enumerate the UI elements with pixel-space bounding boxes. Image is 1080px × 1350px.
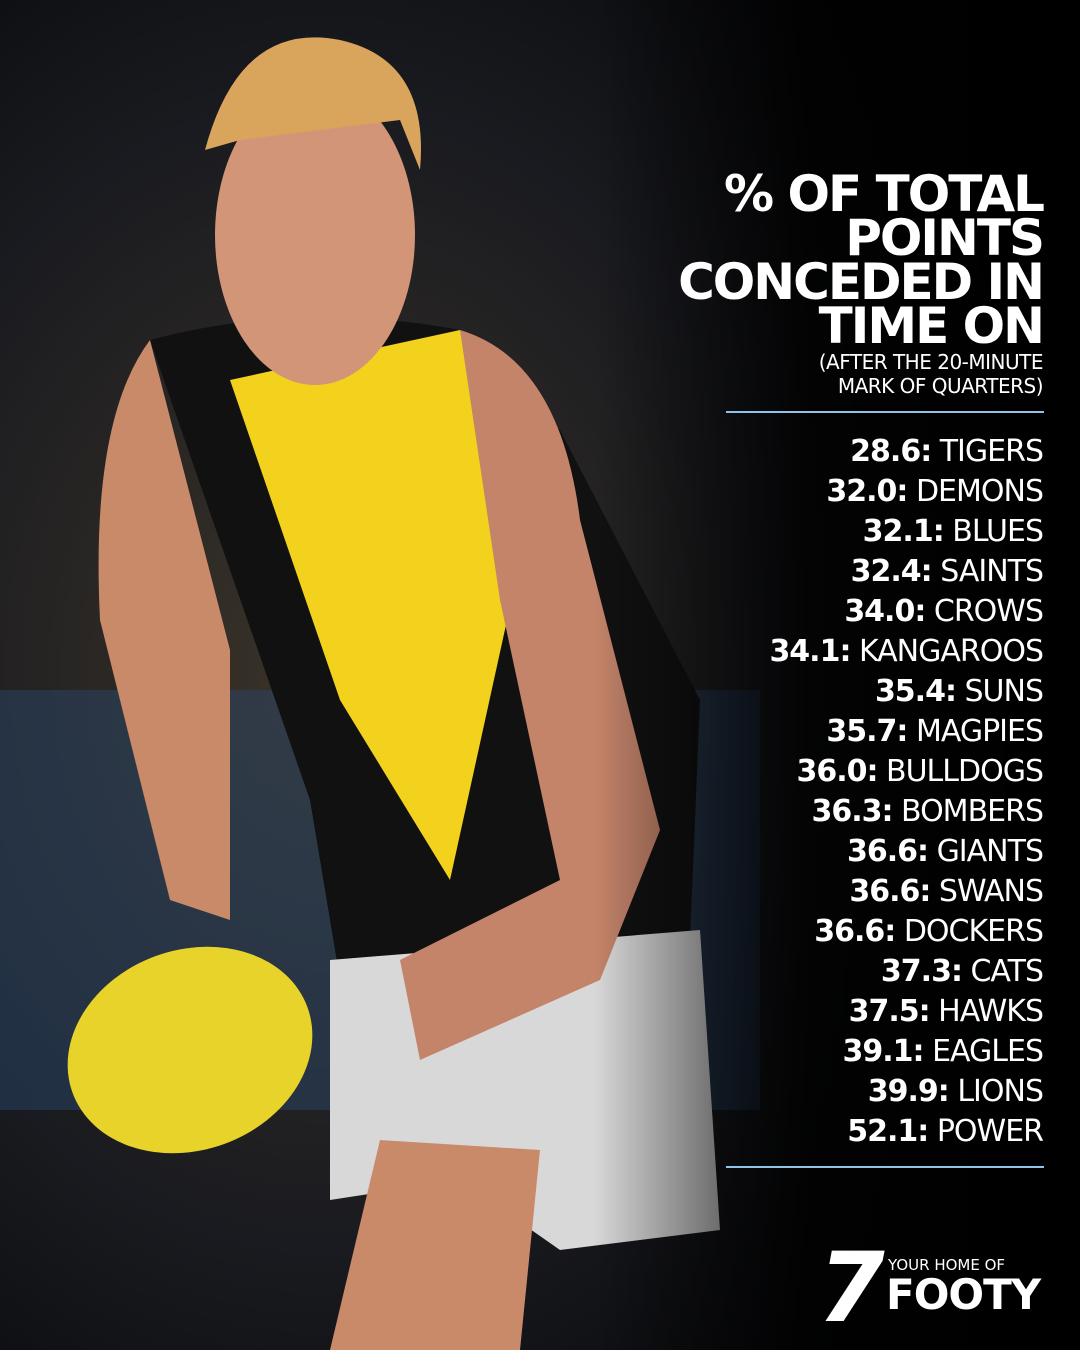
team: BLUES <box>952 514 1044 549</box>
value: 28.6: <box>850 434 932 469</box>
title-line: TIME ON <box>818 297 1045 355</box>
team: CROWS <box>933 594 1044 629</box>
value: 32.1: <box>862 514 945 549</box>
list-row: 32.1: BLUES <box>769 512 1044 552</box>
value: 36.0: <box>796 754 878 789</box>
team: MAGPIES <box>915 714 1044 749</box>
list-row: 39.1: EAGLES <box>769 1032 1044 1072</box>
list-row: 35.4: SUNS <box>769 672 1044 712</box>
divider <box>726 411 1044 413</box>
team: KANGAROOS <box>859 634 1044 669</box>
team: HAWKS <box>938 994 1044 1029</box>
value: 36.6: <box>847 834 929 869</box>
list-row: 32.0: DEMONS <box>769 472 1044 512</box>
team: GIANTS <box>936 834 1044 869</box>
list-row: 39.9: LIONS <box>769 1072 1044 1112</box>
divider <box>726 1166 1044 1168</box>
value: 39.9: <box>867 1074 950 1109</box>
team: CATS <box>970 954 1044 989</box>
value: 35.4: <box>874 674 957 709</box>
title-line: POINTS <box>845 209 1045 267</box>
logo-tagline: YOUR HOME OF <box>888 1256 1006 1274</box>
list-row: 36.6: SWANS <box>769 872 1044 912</box>
list-row: 32.4: SAINTS <box>769 552 1044 592</box>
value: 34.1: <box>769 634 851 669</box>
list-row: 34.0: CROWS <box>769 592 1044 632</box>
team: EAGLES <box>932 1034 1044 1069</box>
subtitle-line: MARK OF QUARTERS) <box>837 374 1044 398</box>
value: 32.0: <box>826 474 908 509</box>
title: % OF TOTAL POINTS CONCEDED IN TIME ON <box>678 165 1045 355</box>
list-row: 52.1: POWER <box>769 1112 1044 1152</box>
list-row: 36.6: GIANTS <box>769 832 1044 872</box>
title-line: % OF TOTAL <box>724 165 1045 223</box>
team: DOCKERS <box>903 914 1044 949</box>
value: 32.4: <box>850 554 933 589</box>
value: 36.3: <box>811 794 893 829</box>
title-line: CONCEDED IN <box>678 253 1045 311</box>
subtitle-line: (AFTER THE 20-MINUTE <box>818 350 1044 374</box>
value: 39.1: <box>842 1034 925 1069</box>
value: 35.7: <box>826 714 908 749</box>
list-row: 36.3: BOMBERS <box>769 792 1044 832</box>
team: TIGERS <box>939 434 1044 469</box>
team: LIONS <box>957 1074 1044 1109</box>
team: SAINTS <box>940 554 1044 589</box>
ranking-list: 28.6: TIGERS 32.0: DEMONS 32.1: BLUES 32.4:… <box>769 432 1044 1152</box>
list-row: 34.1: KANGAROOS <box>769 632 1044 672</box>
list-row: 37.3: CATS <box>769 952 1044 992</box>
value: 36.6: <box>849 874 931 909</box>
value: 36.6: <box>814 914 896 949</box>
value: 52.1: <box>847 1114 929 1149</box>
team: SWANS <box>938 874 1044 909</box>
list-row: 36.6: DOCKERS <box>769 912 1044 952</box>
team: DEMONS <box>915 474 1044 509</box>
value: 37.5: <box>848 994 931 1029</box>
value: 37.3: <box>880 954 963 989</box>
list-row: 36.0: BULLDOGS <box>769 752 1044 792</box>
team: SUNS <box>964 674 1044 709</box>
team: POWER <box>936 1114 1044 1149</box>
list-row: 28.6: TIGERS <box>769 432 1044 472</box>
value: 34.0: <box>844 594 926 629</box>
team: BOMBERS <box>901 794 1044 829</box>
logo-mark: 7 <box>818 1232 885 1344</box>
list-row: 37.5: HAWKS <box>769 992 1044 1032</box>
list-row: 35.7: MAGPIES <box>769 712 1044 752</box>
subtitle: (AFTER THE 20-MINUTE MARK OF QUARTERS) <box>818 350 1044 398</box>
team: BULLDOGS <box>886 754 1044 789</box>
logo-name: FOOTY <box>886 1270 1041 1319</box>
